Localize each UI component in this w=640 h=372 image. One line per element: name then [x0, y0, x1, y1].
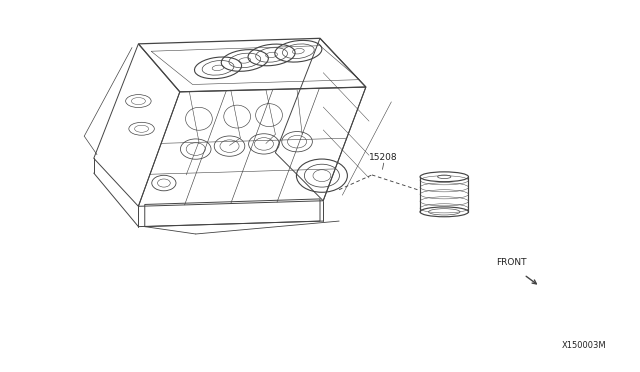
Text: FRONT: FRONT [496, 258, 527, 267]
Text: X150003M: X150003M [562, 341, 607, 350]
Text: 15208: 15208 [369, 153, 398, 162]
